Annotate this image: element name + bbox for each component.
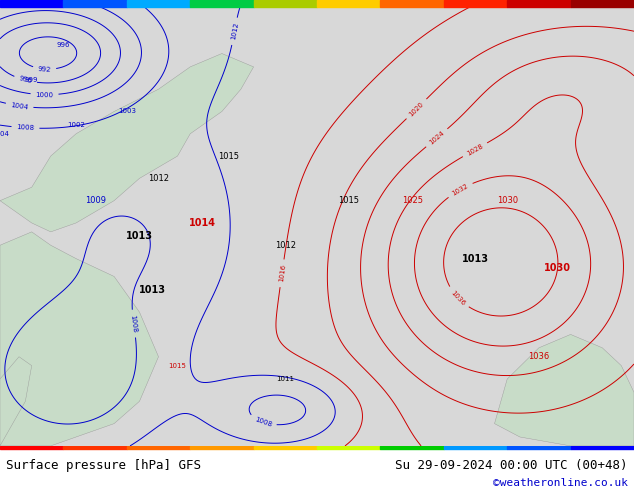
Text: 1028: 1028 bbox=[466, 143, 484, 157]
Text: 1008: 1008 bbox=[16, 124, 35, 131]
Bar bbox=[254, 446, 317, 449]
Text: 1013: 1013 bbox=[462, 254, 489, 264]
Text: 1015: 1015 bbox=[338, 196, 359, 205]
Bar bbox=[571, 0, 634, 7]
Text: 992: 992 bbox=[37, 66, 51, 73]
Text: 1015: 1015 bbox=[169, 363, 186, 368]
Text: ©weatheronline.co.uk: ©weatheronline.co.uk bbox=[493, 478, 628, 488]
Text: 999: 999 bbox=[25, 77, 39, 83]
Text: 1002: 1002 bbox=[67, 122, 85, 128]
Bar bbox=[254, 0, 317, 7]
Text: Surface pressure [hPa] GFS: Surface pressure [hPa] GFS bbox=[6, 459, 202, 472]
Bar bbox=[63, 0, 127, 7]
Polygon shape bbox=[0, 232, 158, 446]
Text: 1009: 1009 bbox=[84, 196, 106, 205]
Text: 1030: 1030 bbox=[496, 196, 518, 205]
Bar bbox=[190, 446, 254, 449]
Text: 1015: 1015 bbox=[217, 151, 239, 161]
Polygon shape bbox=[0, 357, 32, 446]
Polygon shape bbox=[495, 334, 634, 446]
Bar bbox=[0, 0, 63, 7]
Text: 1012: 1012 bbox=[230, 22, 239, 41]
Text: 996: 996 bbox=[56, 42, 70, 48]
Text: 1012: 1012 bbox=[148, 174, 169, 183]
Text: 1036: 1036 bbox=[450, 289, 467, 306]
Bar bbox=[0, 446, 63, 449]
Polygon shape bbox=[0, 53, 254, 232]
Bar bbox=[444, 446, 507, 449]
Bar bbox=[571, 446, 634, 449]
Text: 1016: 1016 bbox=[278, 264, 286, 283]
Bar bbox=[317, 446, 380, 449]
Bar bbox=[63, 446, 127, 449]
Text: 1008: 1008 bbox=[254, 416, 273, 428]
Bar bbox=[444, 0, 507, 7]
Bar bbox=[127, 0, 190, 7]
Text: 1013: 1013 bbox=[139, 285, 165, 295]
Text: 1030: 1030 bbox=[545, 263, 571, 272]
Text: Su 29-09-2024 00:00 UTC (00+48): Su 29-09-2024 00:00 UTC (00+48) bbox=[395, 459, 628, 472]
Text: 1000: 1000 bbox=[36, 92, 54, 98]
Text: 1020: 1020 bbox=[408, 100, 425, 117]
Bar bbox=[507, 0, 571, 7]
Text: 996: 996 bbox=[18, 75, 33, 85]
Text: 1013: 1013 bbox=[126, 231, 153, 242]
Text: 1025: 1025 bbox=[401, 196, 423, 205]
Text: 1003: 1003 bbox=[118, 108, 136, 115]
Bar bbox=[507, 446, 571, 449]
Text: 1004: 1004 bbox=[0, 131, 9, 137]
Text: 1014: 1014 bbox=[190, 218, 216, 228]
Text: 1004: 1004 bbox=[10, 101, 29, 110]
Bar bbox=[127, 446, 190, 449]
Text: 1008: 1008 bbox=[130, 314, 138, 333]
Text: 1024: 1024 bbox=[428, 130, 446, 146]
Text: 1036: 1036 bbox=[528, 352, 550, 361]
Bar bbox=[380, 0, 444, 7]
Text: 1032: 1032 bbox=[451, 183, 469, 196]
Text: 1011: 1011 bbox=[276, 376, 294, 382]
Bar bbox=[380, 446, 444, 449]
Bar bbox=[190, 0, 254, 7]
Text: 1012: 1012 bbox=[275, 241, 296, 250]
Bar bbox=[317, 0, 380, 7]
